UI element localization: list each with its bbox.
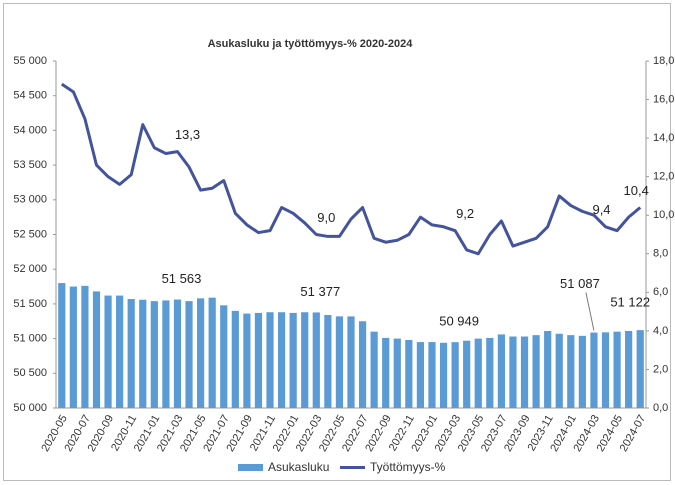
bar: [625, 330, 633, 408]
bar: [92, 291, 101, 408]
y2-tick-label: 4,0: [653, 325, 668, 337]
line-value-label: 9,2: [456, 206, 474, 221]
bar: [509, 336, 517, 408]
line-value-label: 9,0: [317, 210, 335, 225]
bar: [463, 340, 471, 408]
bar: [428, 342, 436, 408]
bar: [370, 331, 378, 408]
legend-label: Työttömyys-%: [370, 460, 446, 474]
chart-border: [3, 3, 671, 481]
bar-value-label: 51 563: [162, 271, 202, 286]
y-tick-label: 53 500: [13, 159, 47, 171]
bar: [451, 342, 459, 408]
bar: [220, 305, 228, 408]
bar: [277, 312, 286, 408]
bar: [301, 312, 309, 408]
line-value-label: 9,4: [592, 202, 610, 217]
bar-value-label: 51 122: [610, 295, 650, 310]
y2-tick-label: 2,0: [653, 363, 668, 375]
bar: [416, 342, 425, 408]
bar: [486, 337, 494, 408]
y2-tick-label: 18,0: [653, 55, 674, 67]
bar: [81, 285, 89, 408]
y2-tick-label: 12,0: [653, 171, 674, 183]
bar: [104, 295, 112, 408]
bar-value-label: 51 087: [560, 276, 600, 291]
bar: [474, 338, 482, 408]
bar: [497, 334, 505, 408]
legend-label: Asukasluku: [268, 460, 329, 474]
bar-value-label: 50 949: [439, 314, 479, 329]
y-tick-label: 51 000: [13, 333, 47, 345]
bar: [393, 338, 401, 408]
y-tick-label: 54 000: [13, 124, 47, 136]
y2-tick-label: 6,0: [653, 286, 668, 298]
line: [60, 82, 642, 256]
bar: [405, 339, 413, 408]
y-tick-label: 50 000: [13, 402, 47, 414]
y2-tick-label: 16,0: [653, 93, 674, 105]
bar: [636, 330, 644, 408]
bar: [127, 299, 135, 408]
y-tick-label: 50 500: [13, 367, 47, 379]
bar: [197, 298, 205, 408]
y-tick-label: 55 000: [13, 55, 47, 67]
y-tick-label: 53 000: [13, 194, 47, 206]
leader-line: [585, 292, 595, 331]
bar: [532, 335, 540, 408]
y-tick-label: 52 000: [13, 263, 47, 275]
bar: [231, 310, 239, 408]
bar: [335, 316, 344, 408]
bar: [358, 321, 367, 408]
bar: [555, 333, 563, 408]
bar: [613, 331, 621, 408]
bar: [578, 335, 586, 408]
bar: [347, 316, 355, 408]
bar: [312, 312, 320, 408]
bar-value-label: 51 377: [300, 284, 340, 299]
bar: [69, 286, 77, 408]
bar: [266, 312, 274, 408]
bar: [544, 330, 552, 408]
bar: [601, 332, 610, 408]
y2-tick-label: 10,0: [653, 209, 674, 221]
y2-tick-label: 14,0: [653, 132, 674, 144]
bar: [289, 312, 297, 408]
legend-swatch: [238, 464, 263, 471]
bar: [243, 313, 251, 408]
line-value-label: 13,3: [175, 127, 200, 142]
bar: [58, 283, 66, 408]
bar: [590, 332, 598, 408]
bar: [185, 301, 193, 408]
bar: [567, 335, 575, 408]
bar: [208, 297, 216, 408]
bar: [116, 295, 124, 408]
y2-tick-label: 0,0: [653, 402, 668, 414]
bar: [439, 342, 448, 408]
y-tick-label: 54 500: [13, 90, 47, 102]
y-tick-label: 52 500: [13, 228, 47, 240]
y-tick-label: 51 500: [13, 298, 47, 310]
bar: [150, 301, 158, 408]
bar: [520, 336, 529, 408]
bar: [254, 312, 263, 408]
y2-tick-label: 8,0: [653, 248, 668, 260]
bar: [382, 337, 390, 408]
bar: [324, 315, 332, 408]
bar: [139, 299, 147, 408]
chart-title: Asukasluku ja työttömyys-% 2020-2024: [208, 38, 414, 50]
line-value-label: 10,4: [624, 183, 649, 198]
bar: [162, 300, 170, 408]
bar: [173, 299, 182, 408]
